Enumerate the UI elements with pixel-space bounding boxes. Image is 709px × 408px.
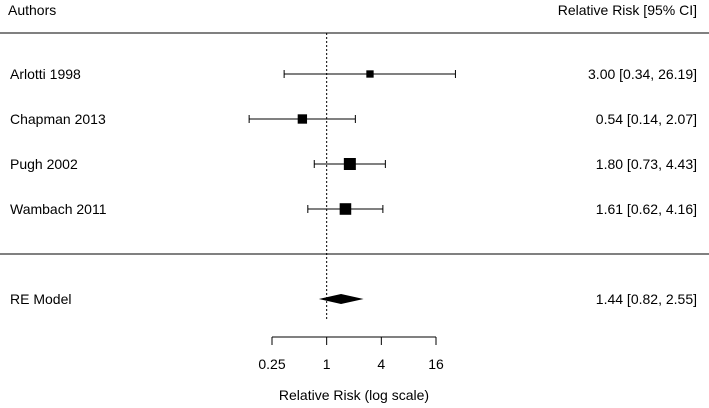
summary-row: RE Model 1.44 [0.82, 2.55] [10,291,697,307]
point-estimate [339,203,352,215]
summary-estimate-text: 1.44 [0.82, 2.55] [596,291,697,307]
study-rows: Arlotti 1998 3.00 [0.34, 26.19] Chapman 20… [10,66,697,217]
study-row: Arlotti 1998 3.00 [0.34, 26.19] [10,66,697,82]
summary-label: RE Model [10,291,71,307]
study-label: Chapman 2013 [10,111,106,127]
header-authors: Authors [8,2,56,18]
x-tick-label: 0.25 [258,356,285,372]
summary-diamond [318,294,364,304]
study-estimate-text: 1.80 [0.73, 4.43] [596,156,697,172]
study-row: Pugh 2002 1.80 [0.73, 4.43] [10,156,697,172]
study-estimate-text: 3.00 [0.34, 26.19] [588,66,697,82]
point-estimate [343,158,356,170]
point-estimate [366,70,374,78]
study-label: Pugh 2002 [10,156,78,172]
study-row: Chapman 2013 0.54 [0.14, 2.07] [10,111,697,127]
x-axis-label: Relative Risk (log scale) [279,387,429,403]
x-axis: 0.25 1 4 16 Relative Risk (log scale) [258,336,444,403]
study-estimate-text: 1.61 [0.62, 4.16] [596,201,697,217]
study-row: Wambach 2011 1.61 [0.62, 4.16] [10,201,697,217]
header-relative-risk: Relative Risk [95% CI] [558,2,697,18]
x-tick-label: 16 [428,356,444,372]
x-tick-label: 4 [377,356,385,372]
study-label: Wambach 2011 [10,201,107,217]
x-tick-label: 1 [323,356,331,372]
study-label: Arlotti 1998 [10,66,81,82]
study-estimate-text: 0.54 [0.14, 2.07] [596,111,697,127]
point-estimate [297,114,308,124]
